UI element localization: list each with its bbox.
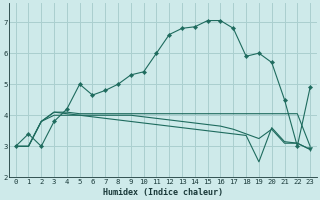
- X-axis label: Humidex (Indice chaleur): Humidex (Indice chaleur): [103, 188, 223, 197]
